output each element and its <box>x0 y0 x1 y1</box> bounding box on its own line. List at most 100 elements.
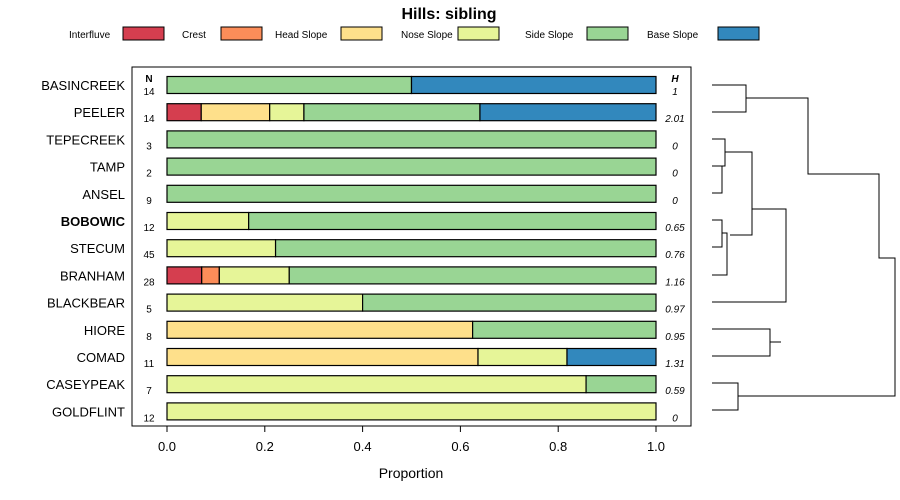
bar-segment-side-slope <box>362 293 657 312</box>
bar-segment-side-slope <box>166 157 657 176</box>
legend-swatch-head-slope <box>340 26 383 41</box>
h-value: 0.65 <box>665 223 685 234</box>
x-tick-label: 0.6 <box>451 439 469 454</box>
category-label: ANSEL <box>82 187 125 202</box>
bar-segment-base-slope <box>410 75 657 95</box>
bar-segment-nose-slope <box>218 266 290 285</box>
category-label: BLACKBEAR <box>47 296 125 311</box>
category-label: PEELER <box>74 105 125 120</box>
row-basincreek: BASINCREEK 14 1 <box>41 75 678 98</box>
x-tick-label: 0.4 <box>354 439 372 454</box>
bar-segment-crest <box>201 266 220 285</box>
category-label: CASEYPEAK <box>46 377 125 392</box>
n-value: 11 <box>144 359 155 370</box>
category-label: COMAD <box>77 350 125 365</box>
n-value: 14 <box>143 114 155 125</box>
category-label: STECUM <box>70 241 125 256</box>
legend-swatch-crest <box>220 26 263 41</box>
legend-swatch-interfluve <box>122 26 165 41</box>
x-tick-label: 1.0 <box>647 439 665 454</box>
n-value: 5 <box>146 305 152 316</box>
dendrogram-branch <box>712 165 723 194</box>
legend-swatch-base-slope <box>717 26 760 41</box>
x-tick-label: 0.2 <box>256 439 274 454</box>
bar-segment-side-slope <box>166 130 657 149</box>
bar-segment-side-slope <box>274 239 657 258</box>
bar-rows: BASINCREEK 14 1 PEELER 14 2.01 TEPECREEK 3 0 TAMP… <box>41 75 685 424</box>
h-value: 1 <box>672 87 678 98</box>
legend-label-head-slope: Head Slope <box>275 30 328 41</box>
bar-segment-nose-slope <box>269 103 305 122</box>
category-label: TAMP <box>90 160 125 175</box>
category-label: BOBOWIC <box>61 214 126 229</box>
dendrogram-branch <box>712 138 726 167</box>
n-value: 12 <box>143 413 155 424</box>
legend-label-base-slope: Base Slope <box>647 30 699 41</box>
n-value: 9 <box>146 196 152 207</box>
bar-segment-side-slope <box>248 211 657 231</box>
x-axis: 0.0 0.2 0.4 0.6 0.8 1.0 <box>158 426 665 454</box>
bar-segment-nose-slope <box>166 239 277 258</box>
chart-title: Hills: sibling <box>401 6 496 23</box>
n-value: 7 <box>146 386 152 397</box>
row-bobowic: BOBOWIC 12 0.65 <box>61 211 685 234</box>
plot-frame <box>131 66 692 427</box>
dendrogram-branch <box>712 382 739 411</box>
category-label: HIORE <box>84 323 126 338</box>
row-blackbear: BLACKBEAR 5 0.97 <box>47 293 685 316</box>
legend-label-side-slope: Side Slope <box>525 30 574 41</box>
bar-segment-interfluve <box>166 266 203 285</box>
category-label: GOLDFLINT <box>52 404 125 419</box>
x-tick-label: 0.0 <box>158 439 176 454</box>
n-value: 14 <box>143 87 155 98</box>
dendrogram-branch <box>712 208 787 303</box>
bar-segment-head-slope <box>200 103 271 122</box>
h-column-header: H <box>671 74 679 85</box>
dendrogram-branch <box>746 97 896 397</box>
category-label: BASINCREEK <box>41 78 125 93</box>
row-comad: COMAD 11 1.31 <box>77 347 685 370</box>
x-axis-label: Proportion <box>379 465 444 481</box>
bar-segment-side-slope <box>166 184 657 203</box>
row-goldflint: GOLDFLINT 12 0 <box>52 402 678 424</box>
bar-segment-base-slope <box>479 103 657 122</box>
bar-segment-side-slope <box>303 103 481 122</box>
category-label: TEPECREEK <box>46 132 125 147</box>
dendrogram-branch <box>712 328 771 357</box>
h-value: 2.01 <box>664 114 684 125</box>
h-value: 1.16 <box>665 277 685 288</box>
row-tepecreek: TEPECREEK 3 0 <box>46 130 678 152</box>
dendrogram-branch <box>712 232 728 276</box>
legend-label-nose-slope: Nose Slope <box>401 30 453 41</box>
dendrogram <box>712 84 896 411</box>
row-peeler: PEELER 14 2.01 <box>74 103 685 125</box>
n-value: 8 <box>146 332 152 343</box>
n-value: 12 <box>143 223 155 234</box>
legend-label-interfluve: Interfluve <box>69 30 111 41</box>
legend-swatch-nose-slope <box>457 26 500 41</box>
row-tamp: TAMP 2 0 <box>90 157 678 180</box>
dendrogram-branch <box>712 84 747 113</box>
h-value: 0 <box>672 196 678 207</box>
bar-segment-base-slope <box>566 347 657 367</box>
bar-segment-nose-slope <box>166 211 250 231</box>
row-ansel: ANSEL 9 0 <box>82 184 678 207</box>
n-value: 28 <box>143 277 155 288</box>
bar-segment-nose-slope <box>166 402 657 421</box>
h-value: 0 <box>672 413 678 424</box>
h-value: 0 <box>672 141 678 152</box>
h-value: 0.95 <box>665 332 685 343</box>
bar-segment-side-slope <box>472 320 657 339</box>
legend-swatch-side-slope <box>586 26 629 41</box>
n-value: 3 <box>146 141 152 152</box>
dendrogram-branch <box>712 219 723 248</box>
h-value: 1.31 <box>665 359 684 370</box>
n-value: 45 <box>143 250 155 261</box>
bar-segment-side-slope <box>585 375 657 394</box>
row-branham: BRANHAM 28 1.16 <box>60 266 685 288</box>
bar-segment-nose-slope <box>166 293 364 312</box>
bar-segment-side-slope <box>288 266 657 285</box>
h-value: 0.97 <box>665 305 685 316</box>
bar-segment-interfluve <box>166 103 202 122</box>
